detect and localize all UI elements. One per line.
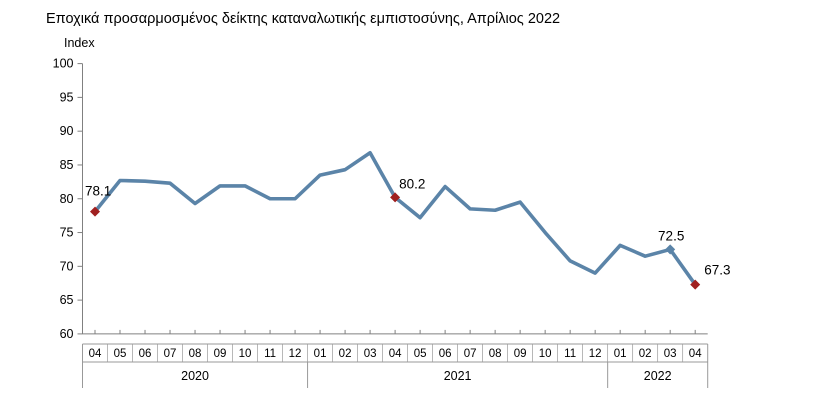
svg-text:10: 10 — [239, 348, 252, 360]
svg-text:2021: 2021 — [444, 369, 472, 383]
svg-text:03: 03 — [364, 348, 377, 360]
svg-text:11: 11 — [264, 348, 276, 360]
svg-text:80: 80 — [60, 192, 74, 206]
svg-text:02: 02 — [339, 348, 352, 360]
svg-text:04: 04 — [689, 348, 702, 360]
svg-text:08: 08 — [189, 348, 202, 360]
svg-text:09: 09 — [214, 348, 227, 360]
svg-text:06: 06 — [439, 348, 452, 360]
svg-text:03: 03 — [664, 348, 677, 360]
svg-text:07: 07 — [164, 348, 177, 360]
svg-text:80.2: 80.2 — [399, 176, 425, 191]
svg-text:05: 05 — [114, 348, 127, 360]
svg-text:78.1: 78.1 — [85, 184, 111, 199]
svg-text:07: 07 — [464, 348, 477, 360]
svg-text:04: 04 — [389, 348, 402, 360]
svg-text:70: 70 — [60, 259, 74, 273]
svg-text:12: 12 — [589, 348, 602, 360]
svg-text:2022: 2022 — [644, 369, 672, 383]
svg-text:10: 10 — [539, 348, 552, 360]
svg-text:2020: 2020 — [181, 369, 209, 383]
svg-text:75: 75 — [60, 226, 74, 240]
svg-text:04: 04 — [89, 348, 102, 360]
svg-text:95: 95 — [60, 90, 74, 104]
svg-text:01: 01 — [314, 348, 327, 360]
svg-text:85: 85 — [60, 158, 74, 172]
svg-text:05: 05 — [414, 348, 427, 360]
svg-text:67.3: 67.3 — [704, 263, 730, 278]
svg-text:12: 12 — [289, 348, 302, 360]
svg-text:06: 06 — [139, 348, 152, 360]
svg-text:72.5: 72.5 — [658, 228, 684, 243]
svg-text:65: 65 — [60, 293, 74, 307]
svg-text:01: 01 — [614, 348, 627, 360]
svg-text:09: 09 — [514, 348, 527, 360]
svg-text:60: 60 — [60, 327, 74, 341]
svg-text:100: 100 — [53, 57, 74, 71]
svg-text:90: 90 — [60, 124, 74, 138]
svg-text:11: 11 — [564, 348, 576, 360]
svg-text:02: 02 — [639, 348, 652, 360]
svg-text:08: 08 — [489, 348, 502, 360]
